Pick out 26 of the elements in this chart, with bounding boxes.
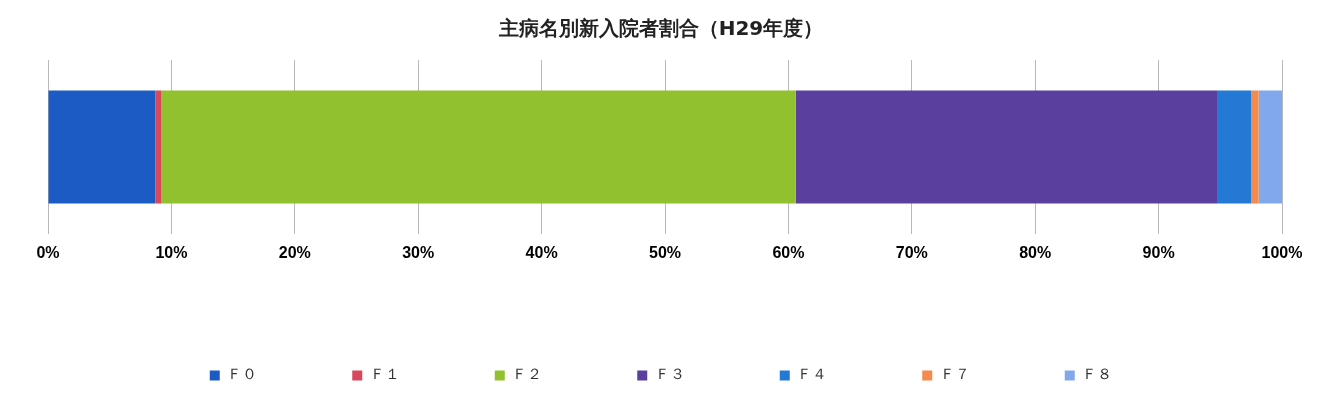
bar [161,90,796,204]
legend-label: Ｆ８ [1082,365,1113,384]
bar [1258,90,1282,204]
x-tick-label: 100% [1261,243,1303,261]
legend-label: Ｆ２ [512,365,543,384]
x-tick-label: 40% [525,243,558,261]
x-tick-label: 50% [648,243,682,261]
x-tick-label: 80% [1019,243,1052,261]
x-tick-label: 70% [895,243,928,261]
legend-label: Ｆ３ [654,365,685,384]
legend-label: Ｆ４ [797,365,828,384]
bar [48,90,156,204]
x-tick-label: 10% [155,243,188,261]
bar [1251,90,1259,204]
x-tick-label: 60% [772,243,805,261]
legend-label: Ｆ０ [227,365,258,384]
legend-label: Ｆ７ [939,365,970,384]
bar [1217,90,1252,204]
x-tick-label: 90% [1142,243,1175,261]
x-tick-label: 0% [36,243,60,261]
legend-label: Ｆ１ [369,365,400,384]
bar [155,90,162,204]
chart-title: 主病名別新入院者割合（H29年度） [497,16,824,41]
bar [795,90,1218,204]
x-tick-label: 30% [402,243,435,261]
x-tick-label: 20% [278,243,311,261]
